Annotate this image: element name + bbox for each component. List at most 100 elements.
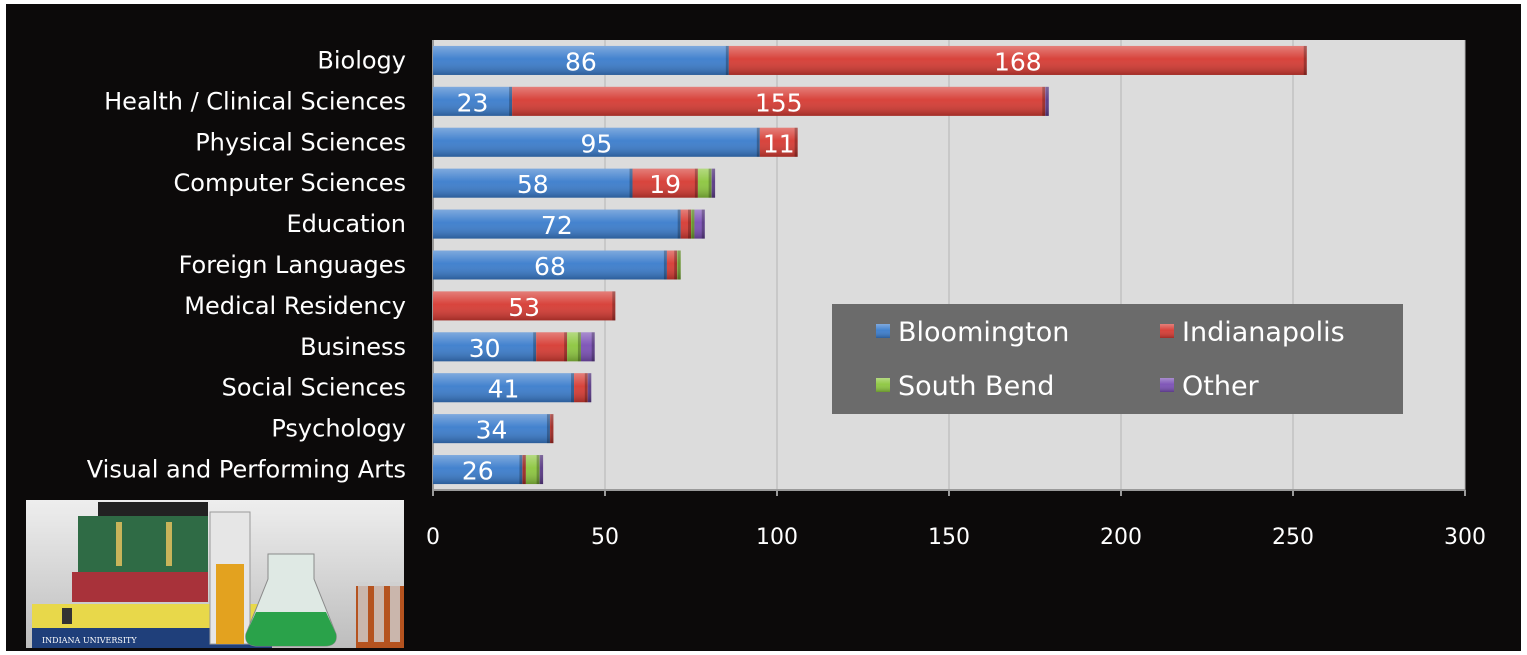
bar-edge <box>550 414 554 444</box>
bar-shade <box>697 168 712 198</box>
bar-edge <box>794 127 798 157</box>
bar-edge <box>564 332 568 362</box>
book-green <box>78 516 208 572</box>
x-tick-label: 100 <box>756 525 798 550</box>
bar-bloomington-business <box>433 332 537 362</box>
bar-edge <box>1303 45 1307 75</box>
bar-indianapolis-psychology <box>549 414 554 444</box>
bar-edge <box>674 250 678 280</box>
category-label-education: Education <box>287 210 406 238</box>
bar-shade <box>525 455 540 485</box>
bar-shade <box>433 209 681 239</box>
x-tick-labels: 0 50 100 150 200 250 300 <box>426 525 1486 550</box>
legend-label: Indianapolis <box>1182 317 1345 348</box>
value-label-bloomington-physical-sciences: 95 <box>580 129 612 158</box>
category-labels: Biology Health / Clinical Sciences Physica… <box>87 46 406 483</box>
bar-bloomington-foreign-languages <box>433 250 667 280</box>
bar-shade <box>433 414 550 444</box>
legend-item-indianapolis: Indianapolis <box>1160 317 1345 348</box>
bar-indianapolis-physical-sciences <box>759 127 798 157</box>
bar-edge <box>694 168 698 198</box>
bar-shade <box>433 168 633 198</box>
bar-bloomington-computer-sciences <box>433 168 633 198</box>
bar-other-visual-and-performing-arts <box>539 455 544 485</box>
bar-edge <box>663 250 667 280</box>
value-label-bloomington-biology: 86 <box>565 47 597 76</box>
bar-edge <box>701 209 705 239</box>
category-label-visual-and-performing-arts: Visual and Performing Arts <box>87 456 406 484</box>
value-label-bloomington-computer-sciences: 58 <box>517 170 549 199</box>
category-label-business: Business <box>300 333 406 361</box>
bar-edge <box>712 168 716 198</box>
legend-box <box>832 304 1403 414</box>
book-red <box>72 572 208 602</box>
books-and-lab-glassware-photo: INDIANA UNIVERSITY <box>26 500 404 648</box>
bar-edge <box>612 291 616 321</box>
bar-south-bend-computer-sciences <box>697 168 712 198</box>
value-label-bloomington-education: 72 <box>541 211 573 240</box>
bar-shade <box>759 127 798 157</box>
bar-edge <box>1045 86 1049 116</box>
bar-edge <box>756 127 760 157</box>
x-tick-label: 0 <box>426 525 440 550</box>
bar-shade <box>433 455 523 485</box>
bar-bloomington-physical-sciences <box>433 127 760 157</box>
bar-shade <box>567 332 581 362</box>
bar-bloomington-visual-and-performing-arts <box>433 455 523 485</box>
legend-label: Other <box>1182 371 1260 402</box>
legend-swatch-shade <box>1160 378 1174 392</box>
legend-swatch-shade <box>1160 324 1174 338</box>
bar-indianapolis-visual-and-performing-arts <box>522 455 526 485</box>
bar-south-bend-education <box>691 209 695 239</box>
bar-other-business <box>580 332 595 362</box>
bar-edge <box>677 209 681 239</box>
legend-swatch-shade <box>876 324 890 338</box>
value-label-indianapolis-computer-sciences: 19 <box>649 170 681 199</box>
legend-swatch-shade <box>876 378 890 392</box>
value-label-indianapolis-physical-sciences: 11 <box>763 129 795 158</box>
bar-bloomington-health-clinical-sciences <box>433 86 513 116</box>
bar-shade <box>433 86 513 116</box>
bar-edge <box>571 373 575 403</box>
legend-label: South Bend <box>898 371 1054 402</box>
bar-shade <box>587 373 592 403</box>
bar-bloomington-social-sciences <box>433 373 575 403</box>
bar-shade <box>433 45 729 75</box>
category-label-foreign-languages: Foreign Languages <box>179 251 406 279</box>
bar-edge <box>708 168 712 198</box>
bar-bloomington-psychology <box>433 414 550 444</box>
legend-item-south-bend: South Bend <box>876 371 1054 402</box>
bar-edge <box>519 455 523 485</box>
legend-item-other: Other <box>1160 371 1260 402</box>
x-tick-label: 150 <box>928 525 970 550</box>
value-label-bloomington-social-sciences: 41 <box>488 375 520 404</box>
bar-south-bend-business <box>567 332 581 362</box>
value-label-indianapolis-medical-residency: 53 <box>508 293 540 322</box>
value-label-bloomington-health-clinical-sciences: 23 <box>457 88 489 117</box>
bar-shade <box>711 168 716 198</box>
bar-indianapolis-business <box>536 332 568 362</box>
bar-indianapolis-medical-residency <box>433 291 616 321</box>
x-tick-label: 250 <box>1272 525 1314 550</box>
x-tick-label: 50 <box>591 525 619 550</box>
bar-indianapolis-health-clinical-sciences <box>512 86 1046 116</box>
bar-shade <box>433 373 575 403</box>
bar-edge <box>629 168 633 198</box>
category-label-physical-sciences: Physical Sciences <box>195 128 406 156</box>
bar-edge <box>1042 86 1046 116</box>
bar-south-bend-foreign-languages <box>677 250 681 280</box>
bar-shade <box>691 209 695 239</box>
category-label-health-clinical-sciences: Health / Clinical Sciences <box>104 87 406 115</box>
bar-edge <box>588 373 592 403</box>
book-spine-text: INDIANA UNIVERSITY <box>42 636 137 645</box>
bar-shade <box>666 250 678 280</box>
bar-shade <box>1045 86 1049 116</box>
bar-edge <box>688 209 691 239</box>
bar-other-education <box>694 209 705 239</box>
category-label-medical-residency: Medical Residency <box>184 292 406 320</box>
bar-shade <box>549 414 554 444</box>
book-black <box>98 502 208 516</box>
chart-stage: 86 168 23 155 95 11 58 19 72 68 53 30 41 34 26 Biology… <box>6 4 1521 651</box>
bar-indianapolis-foreign-languages <box>666 250 678 280</box>
